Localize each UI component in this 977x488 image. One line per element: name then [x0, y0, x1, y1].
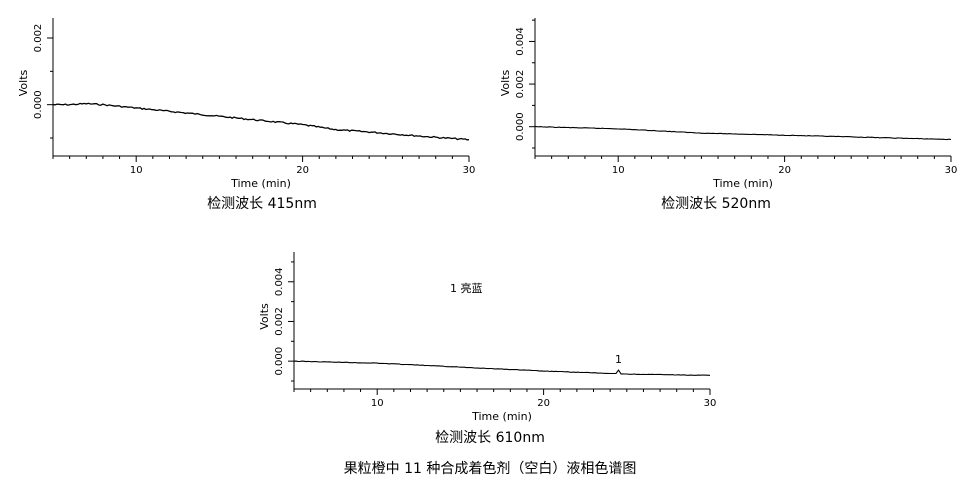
y-axis-title: Volts — [499, 69, 512, 96]
figure-caption: 果粒橙中 11 种合成着色剂（空白）液相色谱图 — [343, 461, 637, 477]
y-tick-label: 0.000 — [274, 347, 285, 376]
x-axis-title: Time (min) — [230, 177, 291, 190]
caption-520nm: 检测波长 520nm — [661, 196, 771, 212]
y-axis-title: Volts — [258, 303, 271, 330]
y-tick-label: 0.004 — [274, 267, 285, 296]
x-tick-label: 30 — [463, 165, 476, 176]
series-line — [534, 125, 952, 141]
caption-415nm: 检测波长 415nm — [207, 196, 317, 212]
series-line — [52, 102, 470, 141]
caption-610nm: 检测波长 610nm — [435, 430, 545, 446]
x-axis-title: Time (min) — [712, 177, 773, 190]
x-axis-title: Time (min) — [471, 410, 532, 423]
x-tick-label: 30 — [704, 398, 717, 409]
y-tick-label: 0.002 — [515, 70, 526, 99]
chart-520nm: 10 20 30 0.000 0.002 0.004 Time (min) Volts — [499, 18, 957, 190]
x-tick-label: 30 — [945, 165, 958, 176]
y-tick-label: 0.000 — [515, 112, 526, 141]
x-tick-label: 10 — [371, 398, 384, 409]
x-tick-label: 10 — [130, 165, 143, 176]
y-tick-label: 0.004 — [515, 27, 526, 56]
chart-610nm: 10 20 30 0.000 0.002 0.004 Time (min) Volts 1 亮蓝… — [258, 252, 716, 423]
x-tick-label: 20 — [778, 165, 791, 176]
x-tick-label: 20 — [296, 165, 309, 176]
x-tick-label: 10 — [612, 165, 625, 176]
y-tick-label: 0.000 — [33, 90, 44, 119]
x-tick-label: 20 — [537, 398, 550, 409]
series-line — [293, 360, 711, 376]
y-tick-label: 0.002 — [274, 307, 285, 336]
annotation-label: 1 亮蓝 — [450, 281, 483, 295]
chart-415nm: 10 20 30 0.000 0.002 Time (min) Volts — [17, 18, 475, 190]
y-tick-label: 0.002 — [33, 24, 44, 53]
y-axis-title: Volts — [17, 69, 30, 96]
peak-number-label: 1 — [615, 353, 622, 366]
